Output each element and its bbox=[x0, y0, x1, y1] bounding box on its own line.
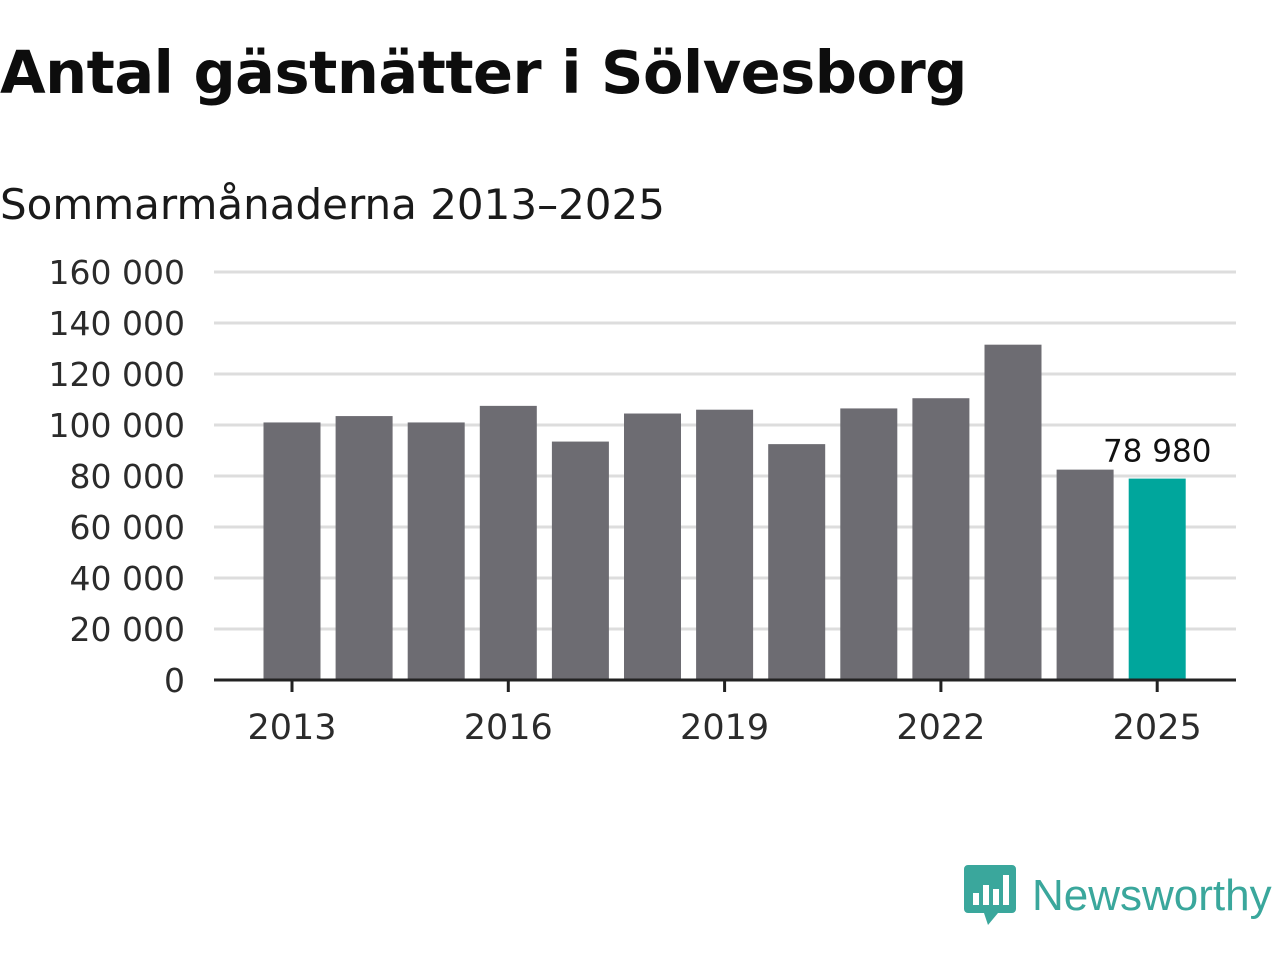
data-labels: 78 980 bbox=[1103, 434, 1211, 470]
bar-2022 bbox=[912, 398, 970, 680]
y-axis-ticks: 0 20 000 40 000 60 000 80 000 100 000 120 000 1… bbox=[49, 253, 185, 700]
bar-chart-speech-bubble-icon bbox=[964, 865, 1016, 925]
x-tick-label: 2025 bbox=[1113, 708, 1202, 748]
y-tick-label: 0 bbox=[164, 661, 185, 700]
bar-2017 bbox=[551, 441, 609, 680]
x-axis-ticks: 2013 2016 2019 2022 2025 bbox=[247, 680, 1202, 748]
chart-title: Antal gästnätter i Sölvesborg bbox=[0, 38, 967, 107]
x-tick-label: 2019 bbox=[680, 708, 769, 748]
y-tick-label: 160 000 bbox=[49, 253, 185, 292]
y-tick-label: 20 000 bbox=[70, 610, 185, 649]
x-tick-label: 2016 bbox=[464, 708, 553, 748]
bar-2018 bbox=[624, 413, 681, 680]
bar-2024 bbox=[1056, 469, 1114, 680]
y-tick-label: 140 000 bbox=[49, 304, 185, 343]
newsworthy-logo: Newsworthy bbox=[964, 864, 1272, 928]
bar-2016 bbox=[479, 405, 537, 680]
y-tick-label: 120 000 bbox=[49, 355, 185, 394]
bar-2015 bbox=[407, 422, 465, 680]
data-label: 78 980 bbox=[1103, 434, 1211, 470]
y-tick-label: 80 000 bbox=[70, 457, 185, 496]
bar-2020 bbox=[768, 444, 826, 680]
bar-2023 bbox=[984, 344, 1042, 680]
bar-2025 bbox=[1128, 478, 1186, 680]
y-tick-label: 40 000 bbox=[70, 559, 185, 598]
chart-subtitle: Sommarmånaderna 2013–2025 bbox=[0, 180, 665, 229]
y-tick-label: 60 000 bbox=[70, 508, 185, 547]
y-tick-label: 100 000 bbox=[49, 406, 185, 445]
brand-name: Newsworthy bbox=[1032, 871, 1272, 920]
bars bbox=[263, 344, 1186, 680]
x-tick-label: 2013 bbox=[247, 708, 336, 748]
bar-2019 bbox=[696, 409, 754, 680]
bar-2013 bbox=[263, 422, 321, 680]
bar-2021 bbox=[840, 408, 898, 680]
x-tick-label: 2022 bbox=[896, 708, 985, 748]
bar-2014 bbox=[335, 416, 393, 680]
